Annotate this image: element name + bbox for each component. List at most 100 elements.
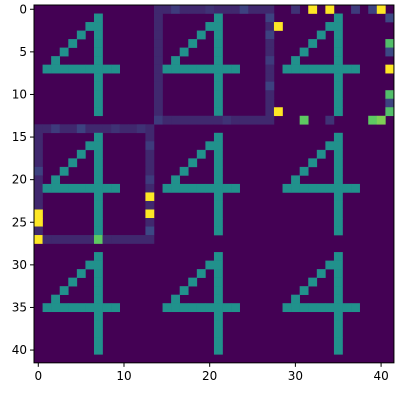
heatmap-cell xyxy=(376,115,386,125)
heatmap-cell xyxy=(93,183,103,193)
heatmap-cell xyxy=(205,64,215,74)
heatmap-cell xyxy=(51,235,61,244)
heatmap-cell xyxy=(93,311,103,321)
heatmap-cell xyxy=(93,132,103,142)
heatmap-cell xyxy=(93,107,103,117)
heatmap-cell xyxy=(76,124,86,134)
heatmap-cell xyxy=(68,303,78,313)
heatmap-cell xyxy=(213,107,223,117)
heatmap-cell xyxy=(333,183,343,193)
heatmap-cell xyxy=(68,183,78,193)
y-tick-label: 10 xyxy=(12,87,27,101)
heatmap-cell xyxy=(76,64,86,74)
heatmap-cell xyxy=(299,166,309,176)
heatmap-cell xyxy=(308,303,318,313)
heatmap-cell xyxy=(265,5,275,14)
heatmap-cell xyxy=(145,192,155,202)
heatmap-cell xyxy=(59,286,69,295)
heatmap-cell xyxy=(171,175,180,185)
heatmap-cell xyxy=(222,64,232,74)
heatmap-cell xyxy=(93,277,103,287)
heatmap-cell xyxy=(111,183,120,193)
heatmap-cell xyxy=(248,115,258,125)
heatmap-cell xyxy=(213,200,223,210)
heatmap-cell xyxy=(59,166,69,176)
heatmap-cell xyxy=(205,22,215,31)
heatmap-cell xyxy=(213,218,223,227)
heatmap-cell xyxy=(265,39,275,48)
heatmap-cell xyxy=(93,175,103,185)
heatmap-cell xyxy=(333,311,343,321)
heatmap-cell xyxy=(231,183,240,193)
heatmap-cell xyxy=(145,149,155,159)
heatmap-cell xyxy=(93,260,103,270)
heatmap-cell xyxy=(179,183,189,193)
heatmap-cell xyxy=(34,132,43,142)
heatmap-cell xyxy=(325,303,335,313)
heatmap-cell xyxy=(213,277,223,287)
heatmap-cell xyxy=(93,320,103,330)
heatmap-cell xyxy=(145,226,155,236)
heatmap-cell xyxy=(196,5,206,14)
heatmap-cell xyxy=(213,13,223,23)
heatmap-cell xyxy=(34,200,43,210)
heatmap-cell xyxy=(34,183,43,193)
heatmap-cell xyxy=(325,260,335,270)
heatmap-cell xyxy=(153,115,163,125)
heatmap-cell xyxy=(153,98,163,108)
heatmap-cell xyxy=(213,294,223,304)
heatmap-cell xyxy=(68,124,78,134)
heatmap-cell xyxy=(342,64,352,74)
heatmap-cell xyxy=(51,64,61,74)
heatmap-cell xyxy=(213,183,223,193)
heatmap-cell xyxy=(162,183,172,193)
heatmap-cell xyxy=(213,81,223,91)
heatmap-cell xyxy=(316,303,326,313)
heatmap-cell xyxy=(188,5,198,14)
heatmap-cell xyxy=(265,90,275,100)
heatmap-cell xyxy=(153,13,163,23)
heatmap-cell xyxy=(308,5,318,14)
heatmap-cell xyxy=(265,107,275,117)
heatmap-cell xyxy=(299,183,309,193)
heatmap-cell xyxy=(291,5,300,14)
heatmap-cell xyxy=(93,192,103,202)
heatmap-cell xyxy=(119,124,129,134)
heatmap-cell xyxy=(93,98,103,108)
heatmap-cell xyxy=(102,124,112,134)
heatmap-cell xyxy=(145,124,155,134)
heatmap-cell xyxy=(308,183,318,193)
heatmap-cell xyxy=(316,269,326,278)
heatmap-cell xyxy=(34,235,43,244)
heatmap-cell xyxy=(222,115,232,125)
y-tick-label: 20 xyxy=(12,173,27,187)
heatmap-cell xyxy=(93,200,103,210)
heatmap-cell xyxy=(213,158,223,168)
plot-frame xyxy=(33,4,395,364)
heatmap-cell xyxy=(333,81,343,91)
heatmap-cell xyxy=(239,5,249,14)
heatmap-cell xyxy=(93,337,103,347)
heatmap-cell xyxy=(351,64,360,74)
heatmap-cell xyxy=(153,39,163,48)
heatmap-cell xyxy=(231,115,240,125)
heatmap-cell xyxy=(265,47,275,57)
heatmap-cell xyxy=(291,175,300,185)
heatmap-cell xyxy=(333,328,343,338)
heatmap-cell xyxy=(196,269,206,278)
heatmap-cell xyxy=(333,107,343,117)
heatmap-cell xyxy=(213,22,223,31)
heatmap-cell xyxy=(42,183,52,193)
heatmap-cell xyxy=(222,303,232,313)
heatmap-cell xyxy=(231,64,240,74)
heatmap-cell xyxy=(93,124,103,134)
heatmap-cell xyxy=(34,141,43,151)
heatmap-cell xyxy=(179,166,189,176)
heatmap-cell xyxy=(308,39,318,48)
heatmap-cell xyxy=(213,320,223,330)
heatmap-cell xyxy=(213,64,223,74)
x-axis-ticks: 0 10 20 30 40 xyxy=(34,362,389,383)
heatmap-cell xyxy=(351,183,360,193)
heatmap-cell xyxy=(136,124,146,134)
heatmap-cell xyxy=(385,47,395,57)
